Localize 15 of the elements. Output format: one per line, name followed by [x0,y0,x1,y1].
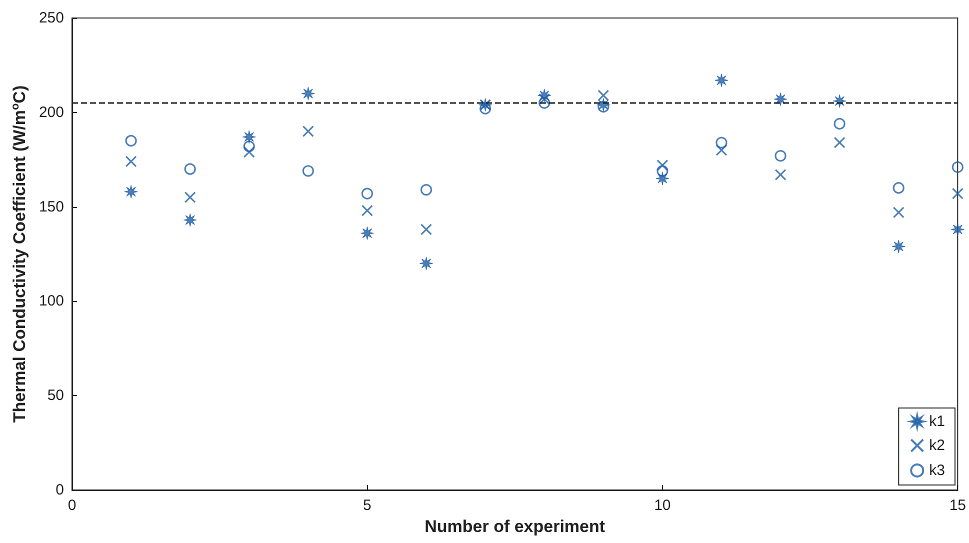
y-tick-label: 50 [47,387,64,404]
x-tick-label: 0 [68,497,76,514]
x-tick-label: 5 [363,497,372,514]
y-tick-label: 250 [38,10,64,26]
x-tick-label: 15 [949,497,966,514]
x-tick-label: 10 [654,497,671,514]
legend-label: k1 [929,413,945,430]
y-tick-label: 200 [38,104,64,121]
x-axis-title: Number of experiment [424,517,606,536]
legend-label: k3 [929,462,945,479]
legend-label: k2 [929,437,945,454]
y-axis-title: Thermal Conductivity Coefficient (W/moC) [10,85,30,423]
y-tick-label: 150 [38,198,64,216]
y-tick-label: 100 [38,292,64,310]
y-tick-label: 0 [56,482,64,498]
